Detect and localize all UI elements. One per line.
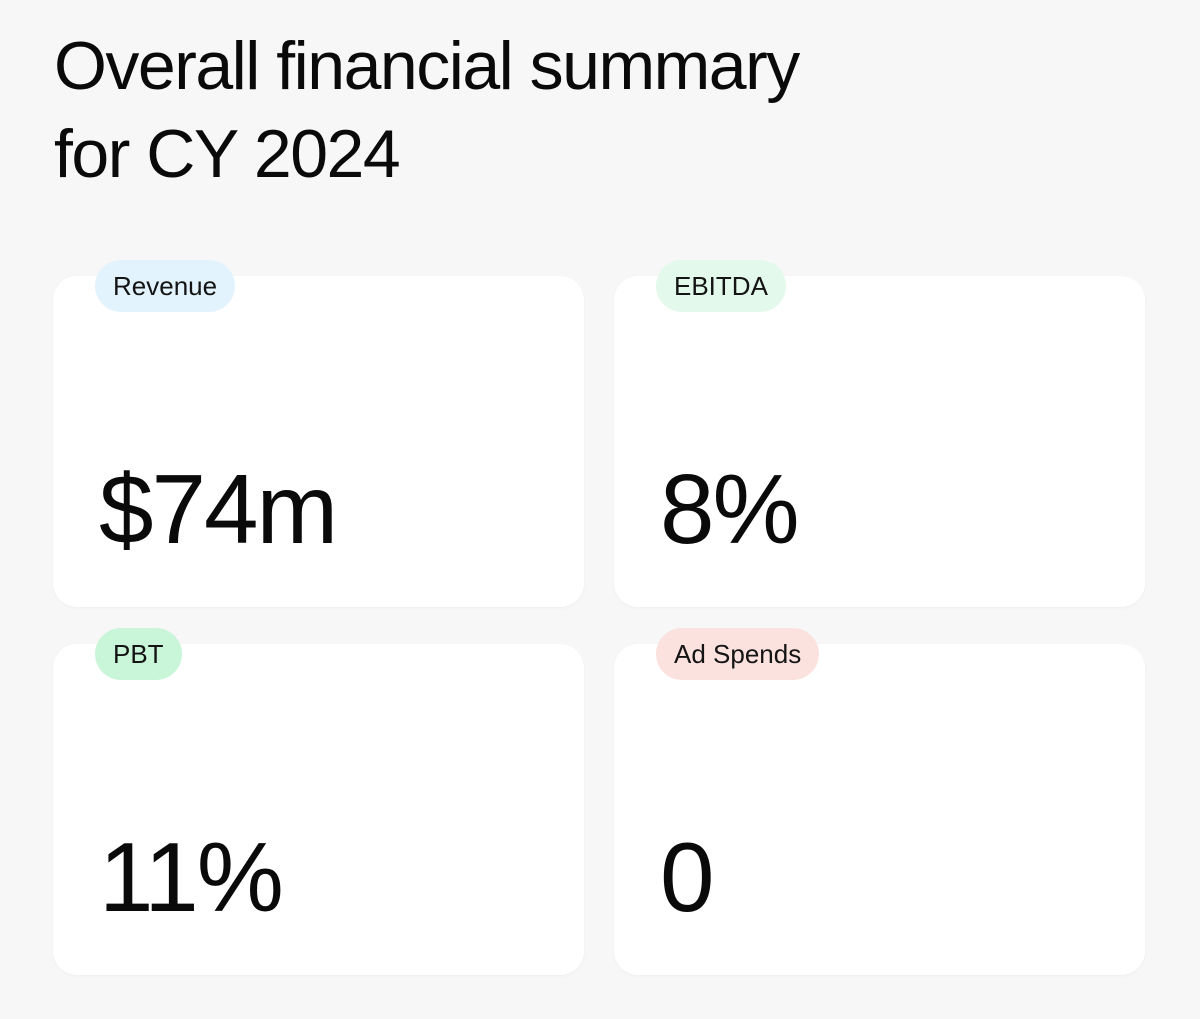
revenue-card: Revenue $74m bbox=[53, 260, 584, 607]
page-title-line-2: for CY 2024 bbox=[54, 116, 401, 192]
revenue-value: $74m bbox=[99, 454, 338, 564]
pbt-badge: PBT bbox=[95, 628, 182, 680]
page-title-line-1: Overall financial summary bbox=[54, 28, 800, 104]
ad-spends-value: 0 bbox=[660, 822, 714, 932]
pbt-value: 11% bbox=[99, 822, 284, 932]
ebitda-value: 8% bbox=[660, 454, 800, 564]
ad-spends-badge: Ad Spends bbox=[656, 628, 820, 680]
ebitda-card: EBITDA 8% bbox=[614, 260, 1145, 607]
pbt-card: PBT 11% bbox=[53, 628, 584, 975]
ebitda-badge: EBITDA bbox=[656, 260, 786, 312]
revenue-badge: Revenue bbox=[95, 260, 236, 312]
ad-spends-card: Ad Spends 0 bbox=[614, 628, 1145, 975]
page-title: Overall financial summary for CY 2024 bbox=[54, 22, 954, 198]
